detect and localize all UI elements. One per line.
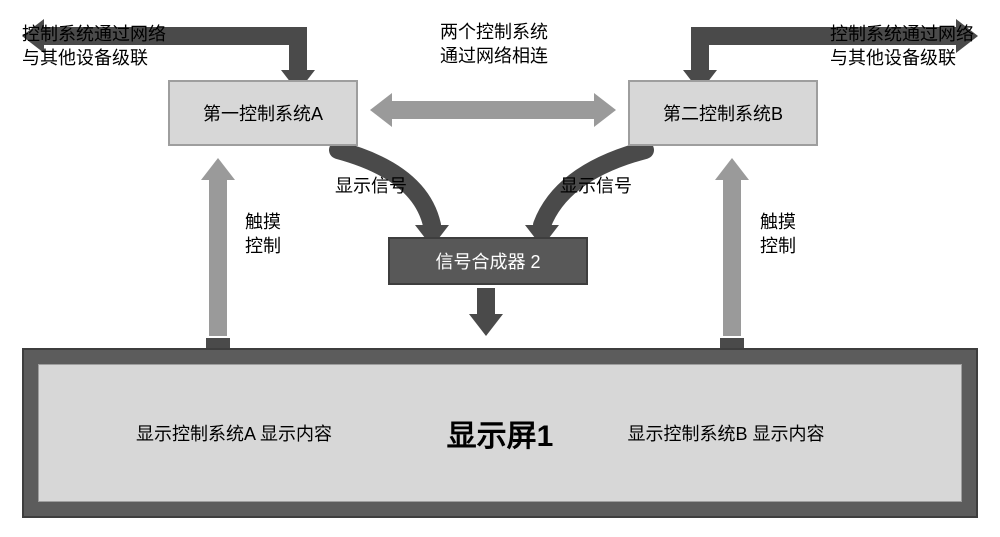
label-touchB: 触摸 控制: [760, 210, 796, 259]
label-sigA: 显示信号: [335, 174, 407, 198]
diagram-stage: 显示屏1 显示控制系统A 显示内容 显示控制系统B 显示内容 第一控制系统A 第二控制系…: [0, 0, 1000, 537]
node-combiner: 信号合成器 2: [388, 237, 588, 285]
screen-right-label: 显示控制系统B 显示内容: [570, 419, 882, 447]
label-touchA: 触摸 控制: [245, 210, 281, 259]
label-sigB: 显示信号: [560, 174, 632, 198]
label-top_left: 控制系统通过网络 与其他设备级联: [22, 22, 166, 71]
label-top_right: 控制系统通过网络 与其他设备级联: [830, 22, 974, 71]
label-top_center: 两个控制系统 通过网络相连: [440, 20, 548, 69]
screen-center-label: 显示屏1: [410, 411, 590, 455]
screen-left-label: 显示控制系统A 显示内容: [78, 419, 390, 447]
node-ctrlB: 第二控制系统B: [628, 80, 818, 146]
node-ctrlA: 第一控制系统A: [168, 80, 358, 146]
